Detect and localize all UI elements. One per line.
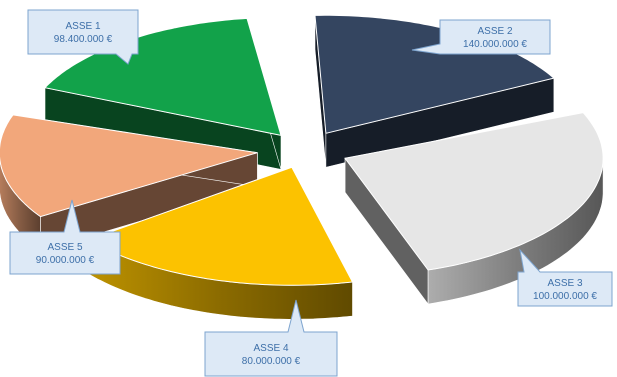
callout-5: ASSE 5 90.000.000 € <box>9 199 121 275</box>
callout-box-4 <box>204 299 338 377</box>
slice-label-4: ASSE 4 <box>253 343 288 354</box>
callout-box-3 <box>517 248 613 307</box>
slice-value-3: 100.000.000 € <box>533 291 597 302</box>
pie-slice-4 <box>0 114 258 218</box>
callout-3: ASSE 3 100.000.000 € <box>517 248 613 307</box>
slice-value-5: 90.000.000 € <box>36 255 95 266</box>
callout-1: ASSE 1 98.400.000 € <box>27 9 139 65</box>
callout-2: ASSE 2 140.000.000 € <box>411 19 551 55</box>
callout-box-2 <box>411 19 551 55</box>
slice-label-3: ASSE 3 <box>547 278 582 289</box>
pie-slice-2 <box>344 112 604 271</box>
callout-box-1 <box>27 9 139 65</box>
slice-label-5: ASSE 5 <box>47 242 82 253</box>
slice-value-2: 140.000.000 € <box>463 39 527 50</box>
slice-label-2: ASSE 2 <box>477 26 512 37</box>
callout-4: ASSE 4 80.000.000 € <box>204 299 338 377</box>
slice-label-1: ASSE 1 <box>65 21 100 32</box>
slice-tops <box>0 14 604 286</box>
callout-box-5 <box>9 199 121 275</box>
slice-value-1: 98.400.000 € <box>54 34 113 45</box>
slice-value-4: 80.000.000 € <box>242 356 301 367</box>
